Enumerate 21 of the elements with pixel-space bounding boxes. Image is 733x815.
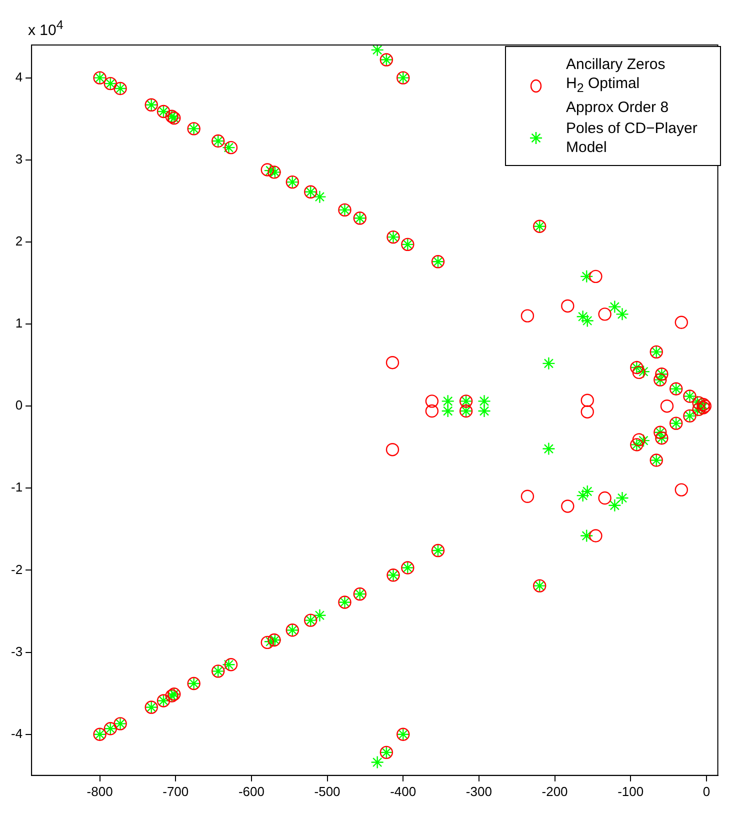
y-tick-label: 3	[15, 151, 23, 166]
x-tick-label: -200	[542, 784, 568, 799]
x-tick-label: -700	[162, 784, 189, 799]
x-tick-label: -100	[618, 784, 644, 799]
y-tick-label: 4	[15, 69, 23, 84]
y-tick-label: -3	[10, 644, 23, 659]
x-tick-label: -500	[314, 784, 340, 799]
x-tick-label: -800	[86, 784, 113, 799]
y-tick-label: 2	[15, 234, 23, 249]
legend-label: Poles of CD−Player Model	[566, 119, 698, 157]
y-tick-label: -2	[10, 562, 23, 577]
x-tick-label: -400	[390, 784, 416, 799]
y-tick-label: 0	[15, 398, 23, 413]
y-tick-label: 1	[15, 316, 23, 331]
y-tick-label: -1	[10, 480, 23, 495]
y-tick-label: -4	[10, 726, 23, 741]
x-tick-label: 0	[702, 784, 710, 799]
x-tick-label: -600	[238, 784, 264, 799]
x-tick-label: -300	[466, 784, 492, 799]
legend-label: Ancillary Zeros H$_{2}$ Optimal Approx Order 8	[566, 55, 669, 117]
text: x 10$^{4}$	[28, 18, 64, 39]
